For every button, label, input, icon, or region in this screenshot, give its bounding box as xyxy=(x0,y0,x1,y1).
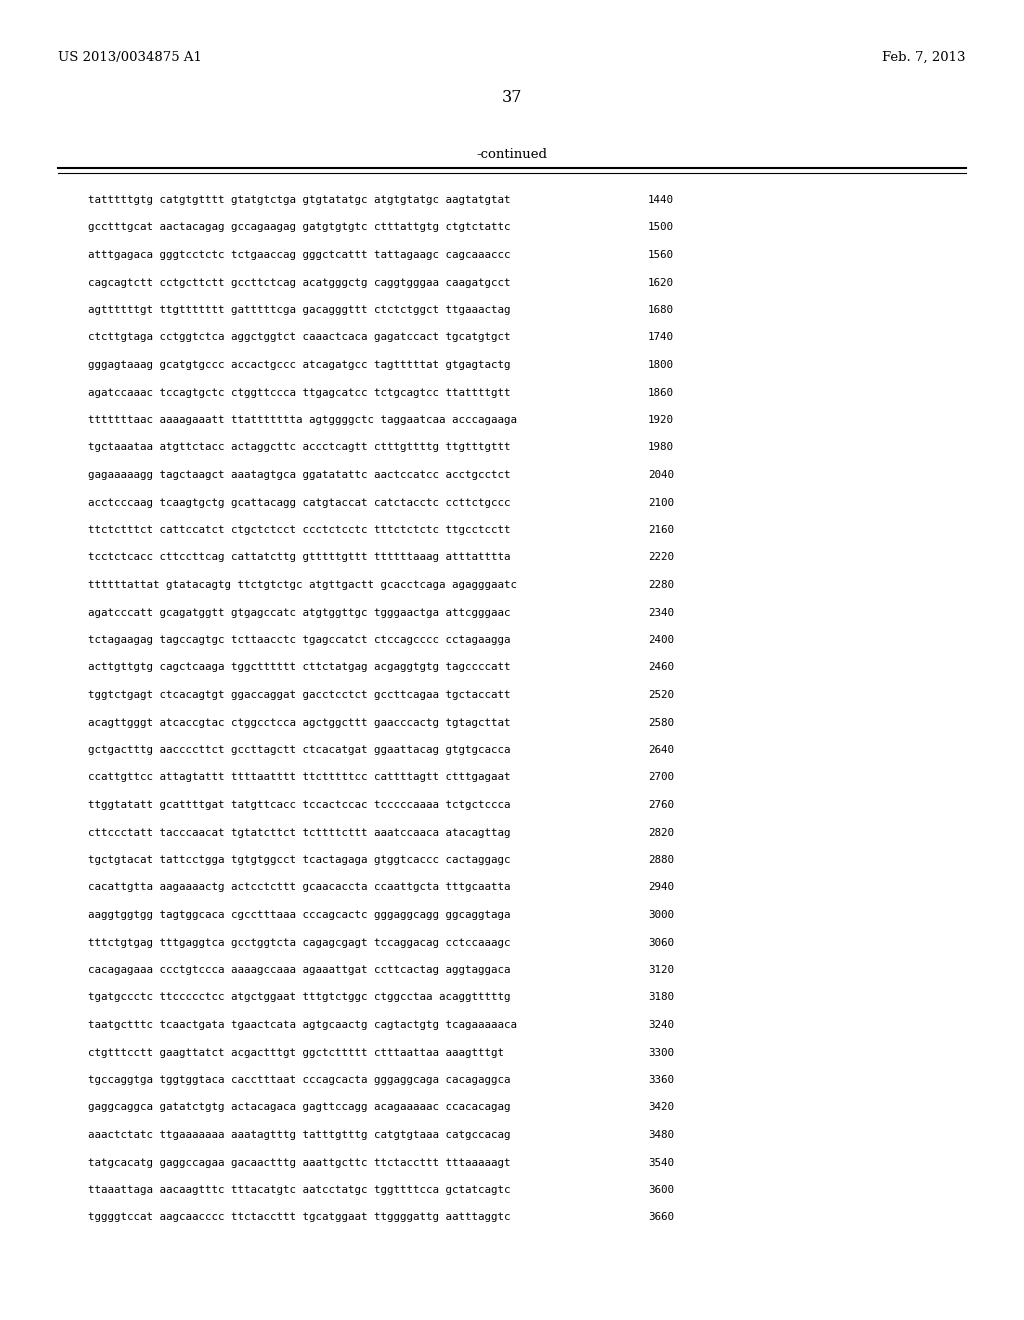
Text: tggggtccat aagcaacccc ttctaccttt tgcatggaat ttggggattg aatttaggtc: tggggtccat aagcaacccc ttctaccttt tgcatgg… xyxy=(88,1213,511,1222)
Text: 2100: 2100 xyxy=(648,498,674,507)
Text: tgctaaataa atgttctacc actaggcttc accctcagtt ctttgttttg ttgtttgttt: tgctaaataa atgttctacc actaggcttc accctca… xyxy=(88,442,511,453)
Text: tatttttgtg catgtgtttt gtatgtctga gtgtatatgc atgtgtatgc aagtatgtat: tatttttgtg catgtgtttt gtatgtctga gtgtata… xyxy=(88,195,511,205)
Text: acagttgggt atcaccgtac ctggcctcca agctggcttt gaacccactg tgtagcttat: acagttgggt atcaccgtac ctggcctcca agctggc… xyxy=(88,718,511,727)
Text: atttgagaca gggtcctctc tctgaaccag gggctcattt tattagaagc cagcaaaccc: atttgagaca gggtcctctc tctgaaccag gggctca… xyxy=(88,249,511,260)
Text: -continued: -continued xyxy=(476,149,548,161)
Text: gggagtaaag gcatgtgccc accactgccc atcagatgcc tagtttttat gtgagtactg: gggagtaaag gcatgtgccc accactgccc atcagat… xyxy=(88,360,511,370)
Text: 1620: 1620 xyxy=(648,277,674,288)
Text: 2760: 2760 xyxy=(648,800,674,810)
Text: 3540: 3540 xyxy=(648,1158,674,1167)
Text: acttgttgtg cagctcaaga tggctttttt cttctatgag acgaggtgtg tagccccatt: acttgttgtg cagctcaaga tggctttttt cttctat… xyxy=(88,663,511,672)
Text: agatccaaac tccagtgctc ctggttccca ttgagcatcc tctgcagtcc ttattttgtt: agatccaaac tccagtgctc ctggttccca ttgagca… xyxy=(88,388,511,397)
Text: 3000: 3000 xyxy=(648,909,674,920)
Text: agatcccatt gcagatggtt gtgagccatc atgtggttgc tgggaactga attcgggaac: agatcccatt gcagatggtt gtgagccatc atgtggt… xyxy=(88,607,511,618)
Text: 1560: 1560 xyxy=(648,249,674,260)
Text: 3120: 3120 xyxy=(648,965,674,975)
Text: 2400: 2400 xyxy=(648,635,674,645)
Text: 1740: 1740 xyxy=(648,333,674,342)
Text: tgatgccctc ttccccctcc atgctggaat tttgtctggc ctggcctaa acaggtttttg: tgatgccctc ttccccctcc atgctggaat tttgtct… xyxy=(88,993,511,1002)
Text: tttctgtgag tttgaggtca gcctggtcta cagagcgagt tccaggacag cctccaaagc: tttctgtgag tttgaggtca gcctggtcta cagagcg… xyxy=(88,937,511,948)
Text: Feb. 7, 2013: Feb. 7, 2013 xyxy=(883,50,966,63)
Text: 2340: 2340 xyxy=(648,607,674,618)
Text: 1440: 1440 xyxy=(648,195,674,205)
Text: 2880: 2880 xyxy=(648,855,674,865)
Text: 3180: 3180 xyxy=(648,993,674,1002)
Text: aaactctatc ttgaaaaaaa aaatagtttg tatttgtttg catgtgtaaa catgccacag: aaactctatc ttgaaaaaaa aaatagtttg tatttgt… xyxy=(88,1130,511,1140)
Text: 3300: 3300 xyxy=(648,1048,674,1057)
Text: 3060: 3060 xyxy=(648,937,674,948)
Text: ctgtttcctt gaagttatct acgactttgt ggctcttttt ctttaattaa aaagtttgt: ctgtttcctt gaagttatct acgactttgt ggctctt… xyxy=(88,1048,504,1057)
Text: 1500: 1500 xyxy=(648,223,674,232)
Text: cacagagaaa ccctgtccca aaaagccaaa agaaattgat ccttcactag aggtaggaca: cacagagaaa ccctgtccca aaaagccaaa agaaatt… xyxy=(88,965,511,975)
Text: ctcttgtaga cctggtctca aggctggtct caaactcaca gagatccact tgcatgtgct: ctcttgtaga cctggtctca aggctggtct caaactc… xyxy=(88,333,511,342)
Text: tgctgtacat tattcctgga tgtgtggcct tcactagaga gtggtcaccc cactaggagc: tgctgtacat tattcctgga tgtgtggcct tcactag… xyxy=(88,855,511,865)
Text: US 2013/0034875 A1: US 2013/0034875 A1 xyxy=(58,50,202,63)
Text: ttttttattat gtatacagtg ttctgtctgc atgttgactt gcacctcaga agagggaatc: ttttttattat gtatacagtg ttctgtctgc atgttg… xyxy=(88,579,517,590)
Text: 1980: 1980 xyxy=(648,442,674,453)
Text: ttctctttct cattccatct ctgctctcct ccctctcctc tttctctctc ttgcctcctt: ttctctttct cattccatct ctgctctcct ccctctc… xyxy=(88,525,511,535)
Text: 2040: 2040 xyxy=(648,470,674,480)
Text: 3660: 3660 xyxy=(648,1213,674,1222)
Text: ttggtatatt gcattttgat tatgttcacc tccactccac tcccccaaaa tctgctccca: ttggtatatt gcattttgat tatgttcacc tccactc… xyxy=(88,800,511,810)
Text: 2460: 2460 xyxy=(648,663,674,672)
Text: gaggcaggca gatatctgtg actacagaca gagttccagg acagaaaaac ccacacagag: gaggcaggca gatatctgtg actacagaca gagttcc… xyxy=(88,1102,511,1113)
Text: 3480: 3480 xyxy=(648,1130,674,1140)
Text: 2940: 2940 xyxy=(648,883,674,892)
Text: 3600: 3600 xyxy=(648,1185,674,1195)
Text: 2640: 2640 xyxy=(648,744,674,755)
Text: 3420: 3420 xyxy=(648,1102,674,1113)
Text: 1800: 1800 xyxy=(648,360,674,370)
Text: 1680: 1680 xyxy=(648,305,674,315)
Text: 3360: 3360 xyxy=(648,1074,674,1085)
Text: tatgcacatg gaggccagaa gacaactttg aaattgcttc ttctaccttt tttaaaaagt: tatgcacatg gaggccagaa gacaactttg aaattgc… xyxy=(88,1158,511,1167)
Text: ccattgttcc attagtattt ttttaatttt ttctttttcc cattttagtt ctttgagaat: ccattgttcc attagtattt ttttaatttt ttctttt… xyxy=(88,772,511,783)
Text: 2520: 2520 xyxy=(648,690,674,700)
Text: tgccaggtga tggtggtaca cacctttaat cccagcacta gggaggcaga cacagaggca: tgccaggtga tggtggtaca cacctttaat cccagca… xyxy=(88,1074,511,1085)
Text: 37: 37 xyxy=(502,90,522,107)
Text: tcctctcacc cttccttcag cattatcttg gtttttgttt ttttttaaag atttatttta: tcctctcacc cttccttcag cattatcttg gtttttg… xyxy=(88,553,511,562)
Text: aaggtggtgg tagtggcaca cgcctttaaa cccagcactc gggaggcagg ggcaggtaga: aaggtggtgg tagtggcaca cgcctttaaa cccagca… xyxy=(88,909,511,920)
Text: 2280: 2280 xyxy=(648,579,674,590)
Text: 3240: 3240 xyxy=(648,1020,674,1030)
Text: 2580: 2580 xyxy=(648,718,674,727)
Text: ttaaattaga aacaagtttc tttacatgtc aatcctatgc tggttttcca gctatcagtc: ttaaattaga aacaagtttc tttacatgtc aatccta… xyxy=(88,1185,511,1195)
Text: tggtctgagt ctcacagtgt ggaccaggat gacctcctct gccttcagaa tgctaccatt: tggtctgagt ctcacagtgt ggaccaggat gacctcc… xyxy=(88,690,511,700)
Text: 2220: 2220 xyxy=(648,553,674,562)
Text: gcctttgcat aactacagag gccagaagag gatgtgtgtc ctttattgtg ctgtctattc: gcctttgcat aactacagag gccagaagag gatgtgt… xyxy=(88,223,511,232)
Text: 1920: 1920 xyxy=(648,414,674,425)
Text: acctcccaag tcaagtgctg gcattacagg catgtaccat catctacctc ccttctgccc: acctcccaag tcaagtgctg gcattacagg catgtac… xyxy=(88,498,511,507)
Text: 2160: 2160 xyxy=(648,525,674,535)
Text: taatgctttc tcaactgata tgaactcata agtgcaactg cagtactgtg tcagaaaaaca: taatgctttc tcaactgata tgaactcata agtgcaa… xyxy=(88,1020,517,1030)
Text: gctgactttg aaccccttct gccttagctt ctcacatgat ggaattacag gtgtgcacca: gctgactttg aaccccttct gccttagctt ctcacat… xyxy=(88,744,511,755)
Text: tctagaagag tagccagtgc tcttaacctc tgagccatct ctccagcccc cctagaagga: tctagaagag tagccagtgc tcttaacctc tgagcca… xyxy=(88,635,511,645)
Text: gagaaaaagg tagctaagct aaatagtgca ggatatattc aactccatcc acctgcctct: gagaaaaagg tagctaagct aaatagtgca ggatata… xyxy=(88,470,511,480)
Text: 2700: 2700 xyxy=(648,772,674,783)
Text: tttttttaac aaaagaaatt ttattttttta agtggggctc taggaatcaa acccagaaga: tttttttaac aaaagaaatt ttattttttta agtggg… xyxy=(88,414,517,425)
Text: agttttttgt ttgttttttt gatttttcga gacagggttt ctctctggct ttgaaactag: agttttttgt ttgttttttt gatttttcga gacaggg… xyxy=(88,305,511,315)
Text: cttccctatt tacccaacat tgtatcttct tcttttcttt aaatccaaca atacagttag: cttccctatt tacccaacat tgtatcttct tcttttc… xyxy=(88,828,511,837)
Text: 2820: 2820 xyxy=(648,828,674,837)
Text: 1860: 1860 xyxy=(648,388,674,397)
Text: cagcagtctt cctgcttctt gccttctcag acatgggctg caggtgggaa caagatgcct: cagcagtctt cctgcttctt gccttctcag acatggg… xyxy=(88,277,511,288)
Text: cacattgtta aagaaaactg actcctcttt gcaacaccta ccaattgcta tttgcaatta: cacattgtta aagaaaactg actcctcttt gcaacac… xyxy=(88,883,511,892)
